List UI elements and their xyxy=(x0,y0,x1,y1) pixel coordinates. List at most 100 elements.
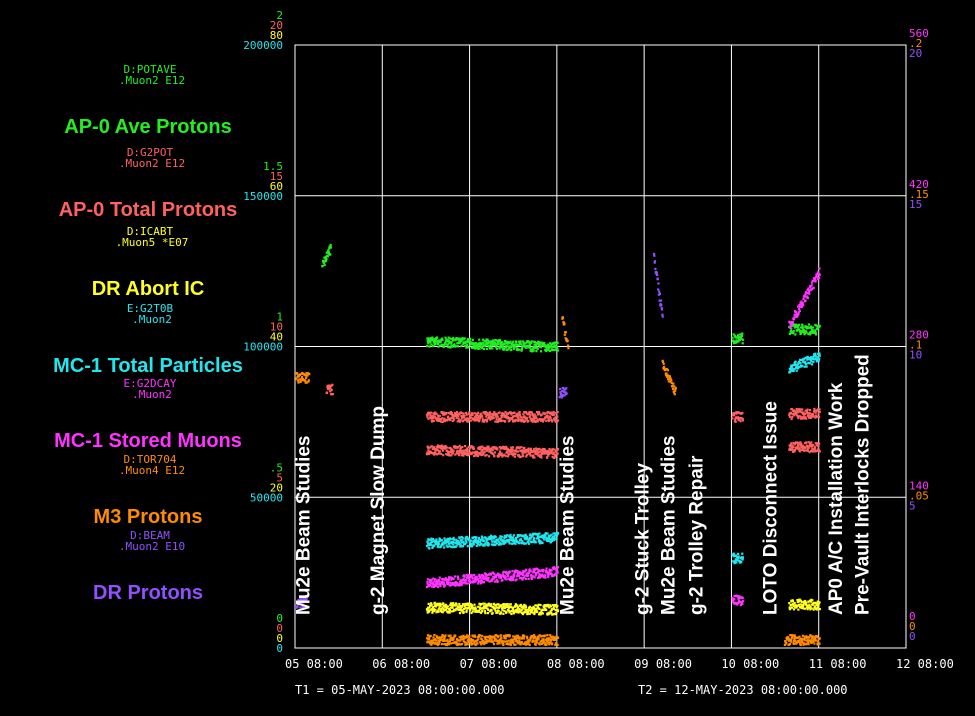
data-point xyxy=(809,285,812,288)
data-point xyxy=(441,449,444,452)
data-point xyxy=(813,636,816,639)
data-point xyxy=(515,341,518,344)
data-point xyxy=(802,638,805,641)
right-axis-tick: 0 xyxy=(909,610,916,623)
data-point xyxy=(807,643,810,646)
data-point xyxy=(548,638,551,641)
data-point xyxy=(516,419,519,422)
data-point xyxy=(481,609,484,613)
data-point xyxy=(477,539,480,542)
data-point xyxy=(505,605,508,608)
data-point xyxy=(567,344,570,347)
data-point xyxy=(792,445,795,448)
data-point xyxy=(500,604,503,607)
data-point xyxy=(467,445,470,448)
data-point xyxy=(488,450,491,453)
data-point xyxy=(461,452,465,455)
data-point xyxy=(519,573,522,576)
data-point xyxy=(520,642,523,645)
data-point xyxy=(432,419,435,423)
data-point xyxy=(544,533,547,536)
data-point xyxy=(461,582,464,585)
data-point xyxy=(504,541,507,544)
data-point xyxy=(490,536,493,539)
data-point xyxy=(451,538,454,541)
data-point xyxy=(467,643,470,646)
data-point xyxy=(509,448,512,452)
data-point xyxy=(817,359,820,362)
data-point xyxy=(450,454,453,457)
data-point xyxy=(509,340,512,343)
data-point xyxy=(536,347,539,350)
data-point xyxy=(544,638,547,641)
data-point xyxy=(446,638,449,641)
data-point xyxy=(537,537,540,540)
data-point xyxy=(486,604,489,607)
data-point xyxy=(809,634,812,637)
data-point xyxy=(791,367,794,370)
data-point xyxy=(431,607,434,611)
data-point xyxy=(529,447,533,450)
data-point xyxy=(516,415,519,418)
data-point xyxy=(537,540,540,543)
data-point xyxy=(461,609,464,612)
data-point xyxy=(327,251,330,254)
data-point xyxy=(441,611,444,614)
data-point xyxy=(440,444,443,447)
data-point xyxy=(806,326,809,329)
data-point xyxy=(520,343,523,346)
data-point xyxy=(455,337,459,340)
data-point xyxy=(431,611,434,614)
data-point xyxy=(328,384,331,387)
data-point xyxy=(298,598,301,601)
data-point xyxy=(792,412,795,415)
data-point xyxy=(674,389,677,392)
data-point xyxy=(740,337,743,340)
data-point xyxy=(479,611,482,614)
data-point xyxy=(533,607,536,610)
data-point xyxy=(809,445,812,448)
data-point xyxy=(791,448,794,451)
data-point xyxy=(438,538,441,541)
data-point xyxy=(732,560,735,563)
data-point xyxy=(451,582,454,585)
data-point xyxy=(796,329,799,332)
data-point xyxy=(543,341,546,345)
data-point xyxy=(796,415,799,418)
data-point xyxy=(812,608,815,611)
data-point xyxy=(495,606,499,609)
data-point xyxy=(808,416,811,419)
data-point xyxy=(493,607,497,610)
data-point xyxy=(443,605,446,608)
x-tick-label: 10 08:00 xyxy=(721,657,779,671)
data-point xyxy=(816,442,819,445)
data-point xyxy=(816,275,819,278)
data-point xyxy=(478,634,481,637)
data-point xyxy=(795,365,798,368)
data-point xyxy=(452,449,455,452)
data-point xyxy=(794,360,797,363)
data-point xyxy=(799,305,802,308)
data-point xyxy=(514,636,517,639)
data-point xyxy=(459,340,463,343)
data-point xyxy=(810,284,813,287)
data-point xyxy=(481,445,484,448)
data-point xyxy=(477,344,480,347)
data-point xyxy=(818,637,821,640)
data-point xyxy=(803,358,806,361)
data-point xyxy=(483,636,486,639)
data-point xyxy=(466,447,469,450)
data-point xyxy=(488,580,491,583)
data-point xyxy=(547,416,550,419)
data-point xyxy=(512,612,515,615)
data-point xyxy=(430,416,433,420)
data-point xyxy=(526,574,530,577)
data-point xyxy=(323,256,326,259)
data-point xyxy=(561,317,565,320)
data-point xyxy=(433,580,436,583)
data-point xyxy=(550,411,553,414)
data-point xyxy=(784,640,787,643)
data-point xyxy=(737,416,740,419)
data-point xyxy=(487,445,490,448)
data-point xyxy=(818,608,821,611)
